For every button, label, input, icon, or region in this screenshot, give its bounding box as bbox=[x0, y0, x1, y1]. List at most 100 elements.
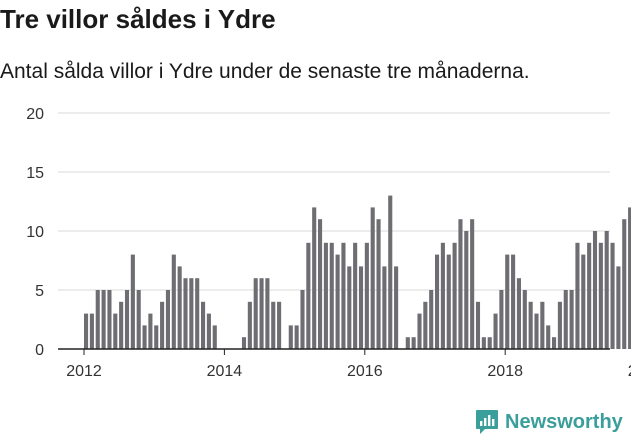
grid-lines bbox=[58, 112, 610, 291]
bar bbox=[165, 290, 170, 349]
bar bbox=[411, 337, 416, 349]
bar bbox=[452, 242, 457, 349]
bar bbox=[511, 254, 516, 349]
bar bbox=[598, 242, 603, 349]
bar bbox=[183, 278, 188, 349]
bar bbox=[628, 207, 631, 349]
bar bbox=[376, 219, 381, 349]
bar bbox=[581, 254, 586, 349]
bar bbox=[546, 325, 551, 349]
bar bbox=[487, 337, 492, 349]
bar bbox=[136, 290, 141, 349]
x-axis: 20122014201620182020202220242026 bbox=[66, 349, 631, 380]
bar bbox=[312, 207, 317, 349]
bar bbox=[540, 301, 545, 349]
bar bbox=[610, 242, 615, 349]
bar bbox=[552, 337, 557, 349]
brand-name: Newsworthy bbox=[505, 410, 623, 433]
bar bbox=[394, 266, 399, 349]
bar bbox=[505, 254, 510, 349]
bar bbox=[154, 325, 159, 349]
newsworthy-logo[interactable]: Newsworthy bbox=[475, 408, 623, 436]
bar bbox=[247, 301, 252, 349]
bar bbox=[464, 231, 469, 349]
bar bbox=[277, 301, 282, 349]
bar bbox=[417, 313, 422, 349]
chart-subtitle: Antal sålda villor i Ydre under de senas… bbox=[0, 60, 530, 83]
y-tick-label: 15 bbox=[26, 165, 44, 182]
bar bbox=[622, 219, 627, 349]
newsworthy-icon bbox=[476, 410, 498, 434]
bar bbox=[84, 313, 89, 349]
bar bbox=[435, 254, 440, 349]
bar bbox=[405, 337, 410, 349]
bar bbox=[493, 313, 498, 349]
bar bbox=[481, 337, 486, 349]
chart-title: Tre villor såldes i Ydre bbox=[0, 4, 276, 34]
bar bbox=[107, 290, 112, 349]
bar bbox=[288, 325, 293, 349]
y-tick-label: 0 bbox=[35, 342, 44, 359]
bar bbox=[89, 313, 94, 349]
bar bbox=[440, 242, 445, 349]
bar bbox=[306, 242, 311, 349]
bar bbox=[604, 231, 609, 349]
bar bbox=[569, 290, 574, 349]
bar bbox=[329, 242, 334, 349]
bar bbox=[95, 290, 100, 349]
bar bbox=[119, 301, 124, 349]
bar bbox=[195, 278, 200, 349]
bar bbox=[142, 325, 147, 349]
bar bbox=[201, 301, 206, 349]
bar bbox=[458, 219, 463, 349]
bar bbox=[130, 254, 135, 349]
bar bbox=[557, 301, 562, 349]
x-tick-label: 2016 bbox=[347, 363, 383, 380]
bar bbox=[300, 290, 305, 349]
bar bbox=[364, 242, 369, 349]
bar bbox=[318, 219, 323, 349]
bar bbox=[294, 325, 299, 349]
bar bbox=[101, 290, 106, 349]
bar bbox=[148, 313, 153, 349]
bar bbox=[587, 242, 592, 349]
y-tick-label: 5 bbox=[35, 283, 44, 300]
bar bbox=[271, 301, 276, 349]
x-tick-label: 2014 bbox=[207, 363, 243, 380]
bar bbox=[522, 290, 527, 349]
bar bbox=[113, 313, 118, 349]
bar bbox=[323, 242, 328, 349]
bar bbox=[446, 254, 451, 349]
x-tick-label: 2018 bbox=[487, 363, 523, 380]
bar bbox=[347, 266, 352, 349]
y-axis: 0 5 10 15 20 bbox=[26, 106, 44, 359]
bar bbox=[388, 195, 393, 349]
bar bbox=[206, 313, 211, 349]
bar bbox=[358, 266, 364, 349]
bar bbox=[575, 242, 580, 349]
y-tick-label: 10 bbox=[26, 224, 44, 241]
bar bbox=[592, 231, 598, 349]
bar bbox=[341, 242, 346, 349]
bar bbox=[259, 278, 264, 349]
bar bbox=[265, 278, 270, 349]
y-tick-label: 20 bbox=[26, 106, 44, 123]
bar bbox=[189, 278, 194, 349]
bar bbox=[171, 254, 176, 349]
bar bbox=[534, 313, 539, 349]
bar bbox=[124, 290, 130, 349]
bar bbox=[563, 290, 568, 349]
bar bbox=[177, 266, 182, 349]
bar bbox=[475, 301, 481, 349]
bar bbox=[335, 254, 340, 349]
bar bbox=[382, 266, 387, 349]
bar bbox=[470, 219, 475, 349]
bar bbox=[212, 325, 217, 349]
bar bbox=[353, 242, 358, 349]
bar bbox=[499, 290, 504, 349]
bar bbox=[516, 278, 521, 349]
bar bbox=[241, 337, 247, 349]
bar bbox=[423, 301, 428, 349]
